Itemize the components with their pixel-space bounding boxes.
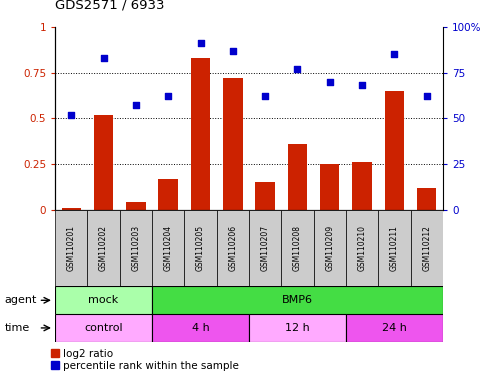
Text: mock: mock [88, 295, 119, 305]
Text: control: control [84, 323, 123, 333]
Bar [320, 164, 340, 210]
Bar [378, 210, 411, 286]
Text: GSM110209: GSM110209 [325, 225, 334, 271]
Point [164, 93, 172, 99]
Text: 12 h: 12 h [285, 323, 310, 333]
Point [132, 103, 140, 109]
Bar [158, 179, 178, 210]
Text: GSM110210: GSM110210 [357, 225, 367, 271]
Bar [152, 286, 443, 314]
Bar [249, 314, 346, 342]
Bar [191, 58, 210, 210]
Bar [411, 210, 443, 286]
Bar [87, 210, 120, 286]
Text: agent: agent [5, 295, 37, 305]
Text: GSM110211: GSM110211 [390, 225, 399, 271]
Bar [152, 210, 185, 286]
Bar [185, 210, 217, 286]
Text: GSM110205: GSM110205 [196, 225, 205, 271]
Point [391, 51, 398, 57]
Text: GSM110202: GSM110202 [99, 225, 108, 271]
Text: BMP6: BMP6 [282, 295, 313, 305]
Text: GDS2571 / 6933: GDS2571 / 6933 [55, 0, 165, 12]
Bar [281, 210, 313, 286]
Text: GSM110203: GSM110203 [131, 225, 141, 271]
Point [197, 40, 204, 46]
Point [423, 93, 431, 99]
Bar [353, 162, 372, 210]
Text: GSM110207: GSM110207 [261, 225, 270, 271]
Bar [120, 210, 152, 286]
Bar [417, 188, 437, 210]
Point [261, 93, 269, 99]
Bar [55, 286, 152, 314]
Bar [249, 210, 281, 286]
Text: GSM110208: GSM110208 [293, 225, 302, 271]
Bar [223, 78, 242, 210]
Text: 24 h: 24 h [382, 323, 407, 333]
Bar [94, 114, 113, 210]
Text: GSM110201: GSM110201 [67, 225, 76, 271]
Text: time: time [5, 323, 30, 333]
Point [294, 66, 301, 72]
Bar [55, 210, 87, 286]
Bar [126, 202, 145, 210]
Text: 4 h: 4 h [192, 323, 209, 333]
Point [229, 48, 237, 54]
Point [326, 79, 334, 85]
Bar [256, 182, 275, 210]
Bar [313, 210, 346, 286]
Bar [346, 314, 443, 342]
Point [67, 111, 75, 118]
Legend: log2 ratio, percentile rank within the sample: log2 ratio, percentile rank within the s… [51, 349, 239, 371]
Bar [55, 314, 152, 342]
Point [99, 55, 107, 61]
Bar [217, 210, 249, 286]
Bar [385, 91, 404, 210]
Bar [288, 144, 307, 210]
Bar [346, 210, 378, 286]
Text: GSM110206: GSM110206 [228, 225, 237, 271]
Point [358, 82, 366, 88]
Text: GSM110212: GSM110212 [422, 225, 431, 271]
Bar [152, 314, 249, 342]
Text: GSM110204: GSM110204 [164, 225, 173, 271]
Bar [61, 208, 81, 210]
